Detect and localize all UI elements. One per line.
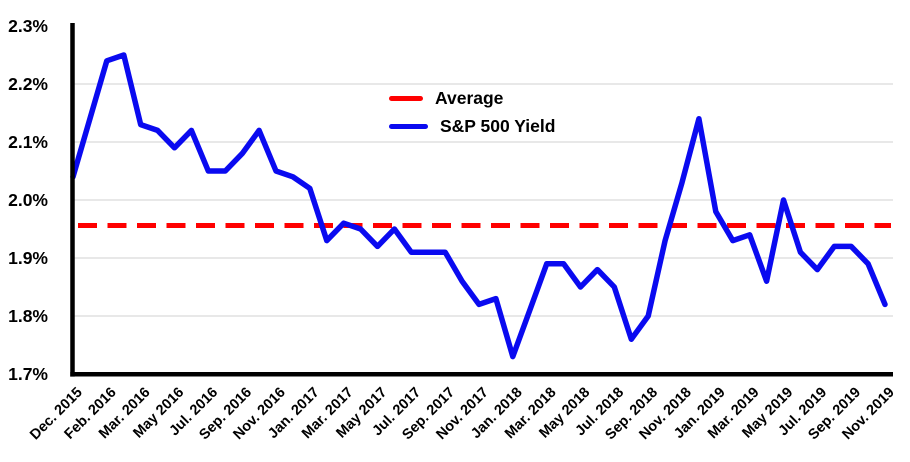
legend-item-average: Average <box>389 88 555 108</box>
y-axis-label: 2.3% <box>8 16 48 36</box>
y-axis-label: 2.2% <box>8 74 48 94</box>
y-axis-label: 1.9% <box>8 248 48 268</box>
y-axis-label: 1.8% <box>8 306 48 326</box>
sp500-yield-line <box>70 52 888 360</box>
yield-line-sample-icon <box>389 123 428 129</box>
legend-label-average: Average <box>435 88 504 108</box>
chart-legend: Average S&P 500 Yield <box>389 88 555 136</box>
legend-label-yield: S&P 500 Yield <box>440 116 556 136</box>
y-axis-label: 2.1% <box>8 132 48 152</box>
average-line-sample-icon <box>389 95 423 101</box>
legend-item-yield: S&P 500 Yield <box>389 116 555 136</box>
y-axis-label: 2.0% <box>8 190 48 210</box>
y-axis-label: 1.7% <box>8 364 48 384</box>
